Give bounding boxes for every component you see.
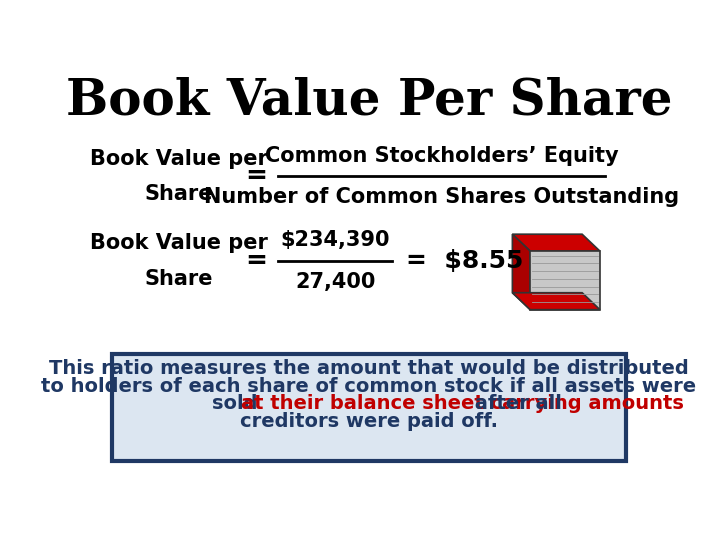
Polygon shape [513, 234, 530, 309]
Polygon shape [513, 234, 600, 251]
FancyBboxPatch shape [112, 354, 626, 461]
Text: at their balance sheet carrying amounts: at their balance sheet carrying amounts [241, 394, 684, 413]
Text: Share: Share [145, 184, 213, 204]
Text: Number of Common Shares Outstanding: Number of Common Shares Outstanding [204, 187, 680, 207]
Text: =: = [246, 248, 268, 274]
Text: Common Stockholders’ Equity: Common Stockholders’ Equity [265, 146, 618, 166]
Text: =: = [246, 164, 268, 190]
Polygon shape [513, 293, 600, 309]
Text: Book Value per: Book Value per [90, 148, 268, 168]
Text: Book Value Per Share: Book Value Per Share [66, 76, 672, 125]
Text: creditors were paid off.: creditors were paid off. [240, 412, 498, 431]
Text: $234,390: $234,390 [281, 231, 390, 251]
Text: sold: sold [212, 394, 264, 413]
Text: Book Value per: Book Value per [90, 233, 268, 253]
Polygon shape [530, 251, 600, 309]
Text: after all: after all [468, 394, 562, 413]
Text: to holders of each share of common stock if all assets were: to holders of each share of common stock… [42, 377, 696, 396]
Text: =  $8.55: = $8.55 [406, 249, 523, 273]
Text: Share: Share [145, 269, 213, 289]
Text: This ratio measures the amount that would be distributed: This ratio measures the amount that woul… [49, 359, 689, 378]
Text: 27,400: 27,400 [295, 272, 375, 292]
